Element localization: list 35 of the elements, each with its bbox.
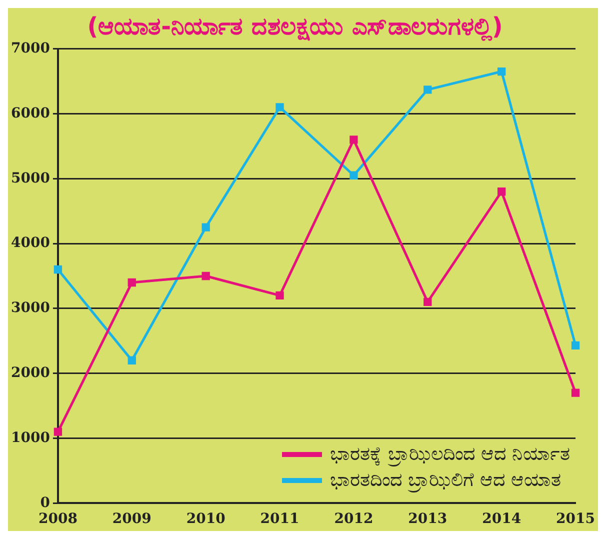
point	[424, 86, 432, 94]
point	[276, 291, 284, 300]
chart-title: (ಆಯಾತ-ನಿರ್ಯಾತ ದಶಲಕ್ಷಯು ಎಸ್‌ಡಾಲರುಗಳಲ್ಲಿ)	[87, 12, 503, 42]
x-tick-label: 2009	[112, 511, 152, 528]
point	[571, 341, 580, 350]
point	[202, 223, 210, 232]
point	[498, 188, 506, 196]
legend-label: ಭಾರತದಿಂದ ಬ್ರಾಝಿಲಿಗೆ ಆದ ಆಯಾತ	[330, 469, 561, 491]
legend-label: ಭಾರತಕ್ಕೆ ಬ್ರಾಝಿಲದಿಂದ ಆದ ನಿರ್ಯಾತ	[330, 443, 570, 465]
x-tick-label: 2011	[260, 511, 300, 528]
x-tick-label: 2010	[186, 511, 226, 528]
y-tick-label: 1000	[10, 430, 50, 446]
point	[350, 136, 358, 144]
y-tick-label: 5000	[10, 170, 50, 186]
x-tick-label: 2014	[482, 511, 522, 528]
point	[128, 356, 136, 364]
x-tick-label: 2015	[556, 511, 595, 528]
point	[350, 171, 358, 180]
x-tick-label: 2013	[408, 511, 448, 528]
point	[571, 388, 580, 397]
y-tick-label: 6000	[10, 105, 50, 122]
y-tick-label: 7000	[10, 40, 50, 56]
x-tick-label: 2012	[334, 511, 374, 528]
point	[128, 278, 136, 287]
y-tick-label: 4000	[10, 235, 50, 252]
point	[276, 103, 284, 112]
y-tick-label: 2000	[10, 365, 50, 382]
point	[202, 272, 210, 280]
point	[498, 67, 506, 76]
point	[424, 298, 432, 306]
y-tick-label: 0	[40, 494, 50, 511]
y-tick-label: 3000	[10, 300, 50, 316]
point	[54, 265, 62, 274]
x-tick-label: 2008	[38, 511, 78, 528]
point	[54, 428, 62, 436]
